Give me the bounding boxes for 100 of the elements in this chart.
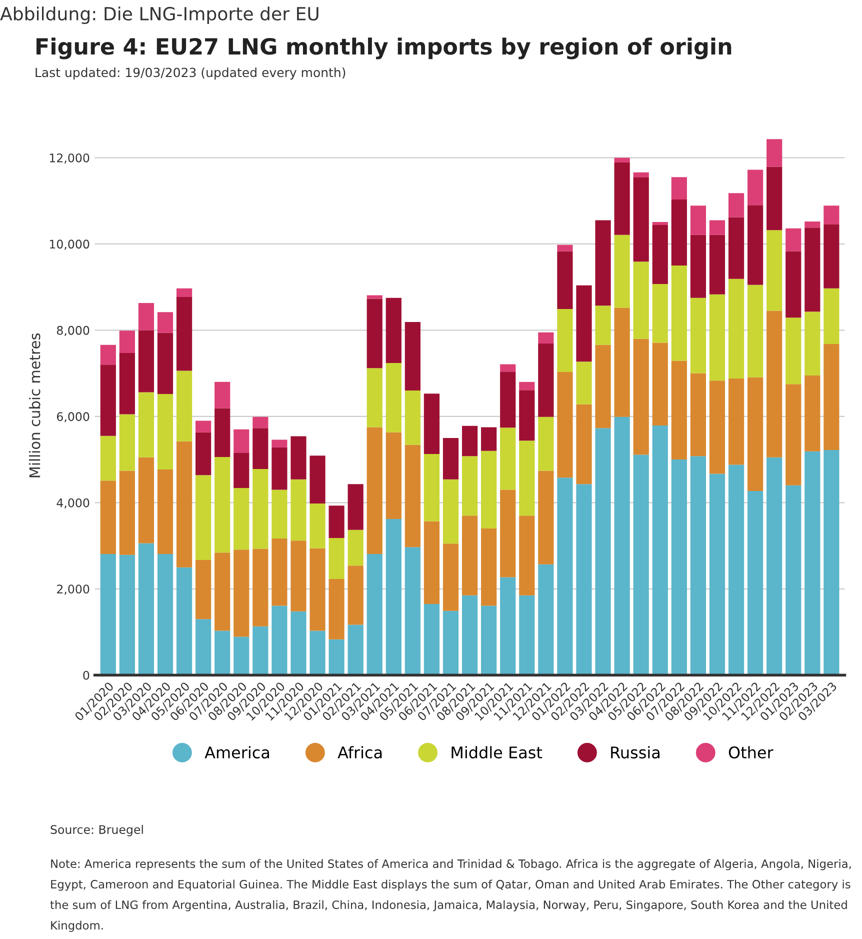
bar bbox=[766, 457, 782, 676]
bar bbox=[138, 457, 154, 544]
y-tick-label: 6,000 bbox=[56, 412, 90, 422]
bar bbox=[824, 288, 840, 344]
bar bbox=[804, 451, 820, 676]
bar bbox=[481, 528, 497, 606]
bar bbox=[252, 416, 268, 428]
bar bbox=[290, 611, 306, 676]
legend-label: Other bbox=[728, 746, 774, 758]
bar bbox=[709, 294, 726, 381]
bar bbox=[157, 332, 174, 394]
bar bbox=[824, 206, 840, 225]
bar bbox=[157, 312, 174, 333]
bar bbox=[671, 200, 687, 266]
bar bbox=[310, 456, 326, 504]
bar bbox=[747, 170, 764, 206]
bar bbox=[786, 318, 802, 384]
bar bbox=[728, 193, 744, 218]
bar bbox=[671, 460, 687, 676]
bar bbox=[404, 547, 420, 676]
bar bbox=[747, 491, 764, 676]
source-note: Source: Bruegel bbox=[50, 824, 143, 836]
bar bbox=[519, 516, 535, 596]
bar bbox=[481, 606, 497, 676]
chart-title: Figure 4: EU27 LNG monthly imports by region of origin bbox=[36, 38, 732, 60]
bar bbox=[100, 364, 116, 436]
bar bbox=[196, 420, 212, 432]
bar bbox=[234, 488, 250, 550]
bar bbox=[804, 375, 820, 452]
bar bbox=[500, 428, 516, 490]
bar bbox=[786, 384, 802, 486]
bar bbox=[214, 456, 230, 553]
bar bbox=[595, 344, 611, 428]
bar bbox=[709, 234, 726, 294]
bar bbox=[481, 450, 497, 529]
bar bbox=[633, 262, 649, 339]
bar bbox=[196, 432, 212, 476]
y-axis-title: Million cubic metres bbox=[28, 333, 40, 478]
bar bbox=[252, 626, 268, 676]
bar bbox=[100, 344, 116, 365]
bar bbox=[404, 322, 420, 391]
bar bbox=[576, 484, 592, 676]
bar bbox=[234, 452, 250, 488]
bar bbox=[804, 312, 820, 376]
bar bbox=[290, 436, 306, 480]
bar bbox=[633, 338, 649, 455]
legend-label: Africa bbox=[338, 746, 382, 758]
bar bbox=[633, 172, 649, 178]
bar bbox=[366, 427, 382, 554]
bar bbox=[290, 540, 306, 612]
bar bbox=[272, 538, 288, 606]
bar bbox=[310, 630, 326, 676]
y-tick-label: 0 bbox=[83, 670, 90, 680]
bar bbox=[328, 506, 344, 538]
bar bbox=[157, 554, 174, 676]
bar bbox=[786, 228, 802, 252]
bar bbox=[633, 454, 649, 676]
bar bbox=[557, 478, 573, 676]
legend-label: Russia bbox=[611, 746, 660, 758]
bar bbox=[138, 330, 154, 392]
bar bbox=[538, 332, 554, 344]
bar bbox=[196, 475, 212, 560]
bar bbox=[290, 479, 306, 541]
bar bbox=[709, 474, 726, 676]
bar bbox=[538, 416, 554, 471]
bar bbox=[538, 344, 554, 417]
bar bbox=[595, 220, 611, 306]
bar bbox=[576, 285, 592, 362]
bar bbox=[652, 284, 668, 343]
bar bbox=[595, 306, 611, 345]
bar bbox=[786, 251, 802, 318]
bar bbox=[386, 432, 402, 520]
y-tick-label: 4,000 bbox=[56, 498, 90, 509]
bar bbox=[804, 228, 820, 312]
bar bbox=[252, 469, 268, 549]
bar bbox=[519, 595, 535, 676]
bar bbox=[442, 479, 459, 544]
bar bbox=[728, 278, 744, 378]
bar bbox=[576, 362, 592, 404]
bar bbox=[519, 440, 535, 516]
y-tick-label: 2,000 bbox=[57, 584, 90, 595]
bar bbox=[671, 360, 687, 460]
bar bbox=[500, 364, 516, 372]
bar bbox=[100, 480, 116, 554]
bar bbox=[272, 606, 288, 676]
bar bbox=[348, 624, 364, 676]
bar bbox=[671, 266, 687, 361]
bar bbox=[386, 298, 402, 363]
legend-label: America bbox=[204, 746, 269, 758]
bar bbox=[310, 504, 326, 548]
bar bbox=[538, 470, 554, 564]
bar bbox=[214, 382, 230, 408]
bar bbox=[272, 490, 288, 538]
bar bbox=[500, 372, 516, 428]
bar bbox=[176, 296, 192, 371]
bar bbox=[576, 404, 592, 484]
bar bbox=[328, 538, 344, 579]
bar bbox=[690, 206, 706, 235]
bar bbox=[176, 567, 192, 676]
bar bbox=[824, 224, 840, 288]
